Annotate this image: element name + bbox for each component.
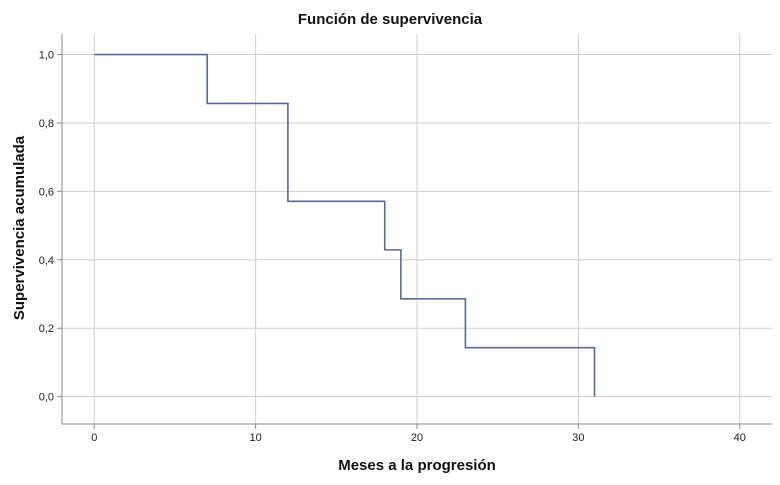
series-layer <box>94 53 596 397</box>
x-axis-label: Meses a la progresión <box>338 457 496 474</box>
grid-layer <box>62 34 772 424</box>
x-tick-label-0: 0 <box>91 432 97 444</box>
tick-layer: 0 10 20 30 40 0,0 0,2 0,4 0,6 0,8 1,0 <box>39 50 746 444</box>
y-tick-label-3: 0,6 <box>39 186 54 198</box>
x-tick-label-1: 10 <box>250 432 262 444</box>
y-axis-label: Supervivencia acumulada <box>11 135 28 320</box>
y-tick-label-1: 0,2 <box>39 323 54 335</box>
chart-title: Función de supervivencia <box>298 11 483 28</box>
x-tick-label-4: 40 <box>734 432 746 444</box>
y-tick-label-2: 0,4 <box>39 255 54 267</box>
y-tick-label-4: 0,8 <box>39 118 54 130</box>
survival-step-line-0 <box>94 53 596 397</box>
y-tick-label-5: 1,0 <box>39 50 54 62</box>
x-tick-label-2: 20 <box>411 432 423 444</box>
x-tick-label-3: 30 <box>572 432 584 444</box>
y-tick-label-0: 0,0 <box>39 392 54 404</box>
